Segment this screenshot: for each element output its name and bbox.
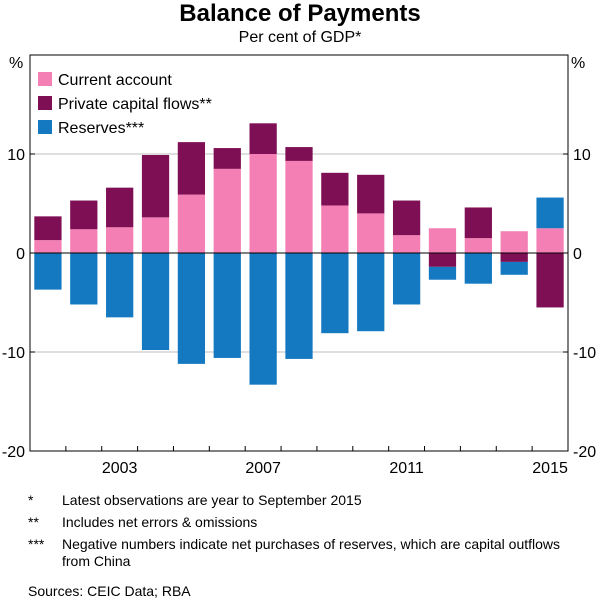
reserves-bar [357,253,385,332]
private-capital-flows-bar [536,253,564,308]
current-account-bar [428,228,457,253]
current-account-bar [213,168,241,253]
private-capital-flows-bar [34,216,62,241]
private-capital-flows-bar [141,154,170,218]
y-axis-unit-right: % [571,55,585,72]
private-capital-flows-bar [357,174,385,214]
private-capital-flows-bar [321,172,349,206]
footnote: ** Includes net errors & omissions [28,514,588,531]
current-account-bar [392,235,421,253]
current-account-bar [141,217,170,253]
reserves-bar [106,253,134,318]
reserves-bar [392,253,421,305]
footnote-mark: * [28,492,34,508]
current-account-bar [34,240,62,253]
footnote-mark: ** [28,514,39,530]
current-account-bar [357,213,385,253]
reserves-bar [321,253,349,334]
private-capital-flows-bar [392,200,421,236]
source-note: Sources: CEIC Data; RBA [28,583,191,599]
chart-canvas: -20 -20 -10 -10 0 0 10 10% % 2003 2007 2011 2015 Cur… [2,54,596,477]
reserves-bar [70,253,98,305]
reserves-bar [249,253,277,385]
footnotes: * Latest observations are year to Septem… [28,492,588,575]
current-account-bar [70,229,98,253]
y-tick-label-right: 10 [573,147,591,164]
legend-swatch-current-account [38,72,52,86]
y-tick-label-left: -10 [2,345,25,362]
reserves-bar [428,266,457,280]
x-tick-label: 2007 [245,460,281,477]
y-tick-label-right: -10 [573,345,596,362]
footnote-text: Includes net errors & omissions [62,514,258,530]
footnote-text: Negative numbers indicate net purchases … [62,536,561,569]
y-tick-label-left: 0 [16,246,25,263]
current-account-bar [177,194,206,253]
footnote-mark: *** [28,536,45,552]
current-account-bar [464,238,492,253]
private-capital-flows-bar [177,142,206,195]
x-tick-label: 2015 [532,460,568,477]
private-capital-flows-bar [213,148,241,169]
reserves-bar [213,253,241,358]
reserves-bar [500,261,528,275]
current-account-bar [285,160,313,253]
current-account-bar [249,154,277,253]
reserves-bar [141,253,170,351]
private-capital-flows-bar [249,123,277,154]
footnote-text: Latest observations are year to Septembe… [62,492,362,508]
private-capital-flows-bar [106,187,134,228]
private-capital-flows-bar [428,253,457,267]
x-tick-label: 2003 [102,460,138,477]
private-capital-flows-bar [70,200,98,230]
y-tick-label-left: 10 [7,147,25,164]
footnote: *** Negative numbers indicate net purcha… [28,536,588,570]
footnote: * Latest observations are year to Septem… [28,492,588,509]
reserves-bar [464,253,492,284]
legend-swatch-private-capital-flows [38,96,52,110]
current-account-bar [536,228,564,253]
y-tick-label-right: -20 [573,444,596,461]
current-account-bar [500,231,528,253]
chart-subtitle: Per cent of GDP* [238,29,362,46]
legend-label: Reserves*** [58,120,144,137]
y-tick-label-left: -20 [2,444,25,461]
reserves-bar [177,253,206,364]
current-account-bar [321,205,349,253]
x-tick-label: 2011 [389,460,424,477]
legend-label: Current account [58,72,172,89]
y-tick-label-right: 0 [573,246,582,263]
private-capital-flows-bar [464,207,492,239]
private-capital-flows-bar [500,253,528,262]
reserves-bar [536,197,564,229]
legend-swatch-reserves [38,120,52,134]
current-account-bar [106,227,134,253]
chart-title: Balance of Payments [179,0,421,27]
private-capital-flows-bar [285,147,313,161]
legend-label: Private capital flows** [58,96,212,113]
reserves-bar [34,253,62,290]
reserves-bar [285,253,313,359]
y-axis-unit-left: % [9,55,23,72]
